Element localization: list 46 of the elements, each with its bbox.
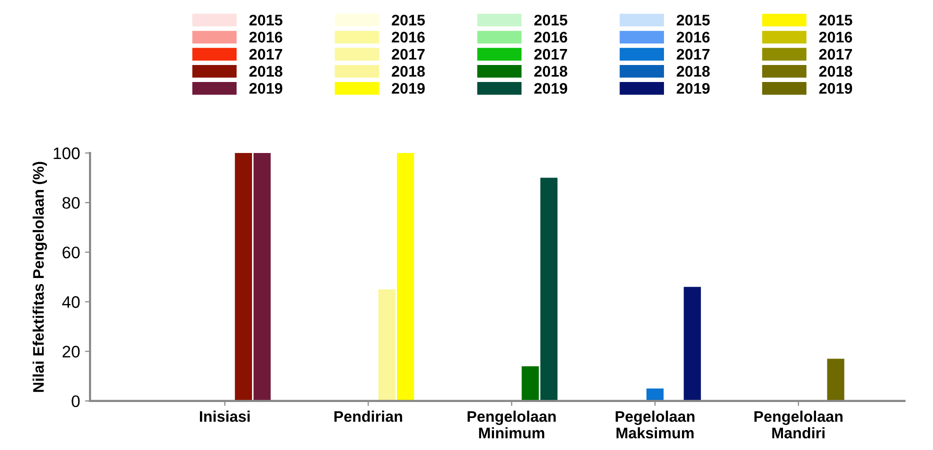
legend-label: 2015: [249, 14, 282, 26]
text: 2017: [534, 48, 568, 60]
text: 2019: [676, 82, 710, 94]
x-tick-label: Pegelolaan Maksimum: [616, 410, 694, 438]
y-tick-label: 20: [62, 346, 80, 358]
text: 2015: [534, 14, 568, 26]
text: 2017: [392, 48, 425, 60]
x-tick-label: Inisiasi: [200, 410, 250, 422]
bar: [254, 153, 271, 401]
text: 2019: [392, 82, 425, 94]
text: 2018: [392, 66, 425, 77]
text: 2017: [249, 48, 282, 60]
y-tick-label: 100: [54, 147, 80, 160]
text: 2018: [819, 66, 852, 77]
text: 2016: [534, 32, 568, 43]
text: 2015: [392, 14, 425, 26]
x-tick-label: Pendirian: [334, 410, 402, 422]
x-tick-label: Pengelolaan Mandiri: [754, 410, 842, 438]
bar: [378, 289, 396, 401]
y-tick-label: 40: [62, 296, 80, 308]
text: 2015: [676, 14, 710, 26]
bar: [540, 178, 558, 401]
text: 2016: [676, 32, 710, 43]
text: 2015: [819, 14, 852, 26]
y-tick-label: 60: [62, 246, 80, 258]
y-axis-title: Nilai Efektifitas Pengelolaan (%): [32, 162, 47, 392]
text: 2018: [534, 66, 568, 77]
text: 2019: [534, 82, 568, 94]
text: 2017: [819, 48, 852, 60]
bar: [234, 153, 252, 401]
legend-label: 2019: [249, 82, 282, 94]
bar: [827, 358, 844, 401]
text: 2016: [819, 32, 852, 43]
x-tick-label: Pengelolaan Minimum: [468, 410, 556, 438]
bar: [684, 286, 701, 401]
text: 2016: [392, 32, 425, 43]
text: 2018: [676, 66, 710, 77]
bar: [396, 153, 414, 401]
legend-label: 2018: [249, 66, 282, 77]
text: 2019: [819, 82, 852, 94]
y-tick-label: 0: [72, 395, 80, 408]
legend-label: 2017: [676, 48, 710, 60]
y-tick-label: 80: [62, 196, 80, 209]
legend-label: 2016: [249, 32, 282, 43]
bar: [522, 366, 539, 401]
bar: [646, 388, 664, 401]
